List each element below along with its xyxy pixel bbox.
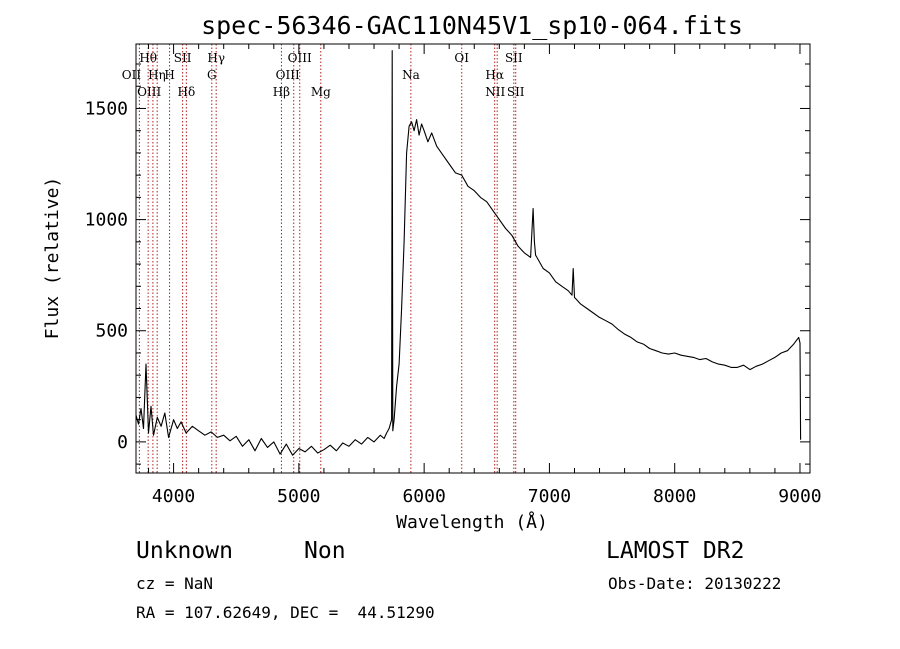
line-label-7: Hγ <box>207 51 225 65</box>
x-tick-label: 7000 <box>528 486 571 507</box>
line-label-10: OIII <box>288 51 312 65</box>
line-label-16: NII <box>485 85 505 99</box>
line-label-11: OIII <box>276 68 300 82</box>
spectral-line-markers <box>138 44 517 473</box>
line-label-13: Na <box>402 68 420 82</box>
line-label-17: SII <box>505 51 523 65</box>
line-label-15: Hα <box>485 68 504 82</box>
redshift-cz: cz = NaN <box>136 574 214 593</box>
x-axis-label: Wavelength (Å) <box>396 511 548 533</box>
line-label-1: OII <box>122 68 142 82</box>
y-tick-label: 1000 <box>85 210 128 231</box>
line-label-14: OI <box>454 51 469 65</box>
y-tick-label: 1500 <box>85 98 128 119</box>
x-tick-label: 5000 <box>277 486 320 507</box>
line-label-18: SII <box>507 85 525 99</box>
line-label-5: SII <box>174 51 192 65</box>
y-tick-label: 0 <box>117 432 128 453</box>
line-label-9: Hβ <box>273 85 290 99</box>
x-tick-label: 4000 <box>152 486 195 507</box>
object-subclass: Non <box>304 538 346 564</box>
line-label-2: OIII <box>137 85 161 99</box>
x-tick-label: 9000 <box>778 486 821 507</box>
chart-title: spec-56346-GAC110N45V1_sp10-064.fits <box>201 11 743 40</box>
line-label-0: Hθ <box>139 51 157 65</box>
spectrum-line-0 <box>135 50 802 456</box>
x-tick-label: 6000 <box>402 486 445 507</box>
spectral-line-labels: HθOIIOIIIHηHSIIHδHγGHβOIIIOIIIMgNaOIHαNI… <box>122 51 525 99</box>
y-axis-ticks: 0 500 1000 1500 <box>85 63 810 465</box>
observation-date: Obs-Date: 20130222 <box>608 574 782 593</box>
spectrum-series <box>135 50 802 456</box>
line-label-6: Hδ <box>178 85 196 99</box>
y-tick-label: 500 <box>95 321 128 342</box>
survey-name: LAMOST DR2 <box>606 538 745 564</box>
y-axis-label: Flux (relative) <box>42 177 63 340</box>
coordinates: RA = 107.62649, DEC = 44.51290 <box>136 603 435 622</box>
x-tick-label: 8000 <box>653 486 696 507</box>
line-label-3: Hη <box>148 68 166 82</box>
plot-frame <box>135 43 811 474</box>
line-label-4: H <box>164 68 174 82</box>
x-axis-ticks: 4000 5000 6000 7000 8000 9000 <box>148 44 822 507</box>
line-label-12: Mg <box>311 85 331 99</box>
object-class: Unknown <box>136 538 233 564</box>
line-label-8: G <box>207 68 217 82</box>
